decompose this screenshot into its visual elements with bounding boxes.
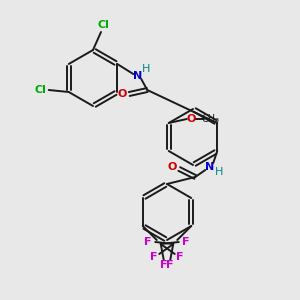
Text: F: F — [182, 237, 190, 247]
Text: O: O — [186, 114, 195, 124]
Text: N: N — [205, 162, 214, 172]
Text: CH₃: CH₃ — [202, 114, 220, 124]
Text: F: F — [151, 252, 158, 262]
Text: O: O — [168, 162, 177, 172]
Text: H: H — [142, 64, 150, 74]
Text: F: F — [145, 237, 152, 247]
Text: F: F — [176, 252, 184, 262]
Text: N: N — [133, 71, 142, 81]
Text: F: F — [160, 260, 167, 270]
Text: H: H — [215, 167, 224, 177]
Text: F: F — [167, 260, 174, 270]
Text: Cl: Cl — [35, 85, 47, 95]
Text: O: O — [118, 89, 127, 99]
Text: Cl: Cl — [97, 20, 109, 30]
